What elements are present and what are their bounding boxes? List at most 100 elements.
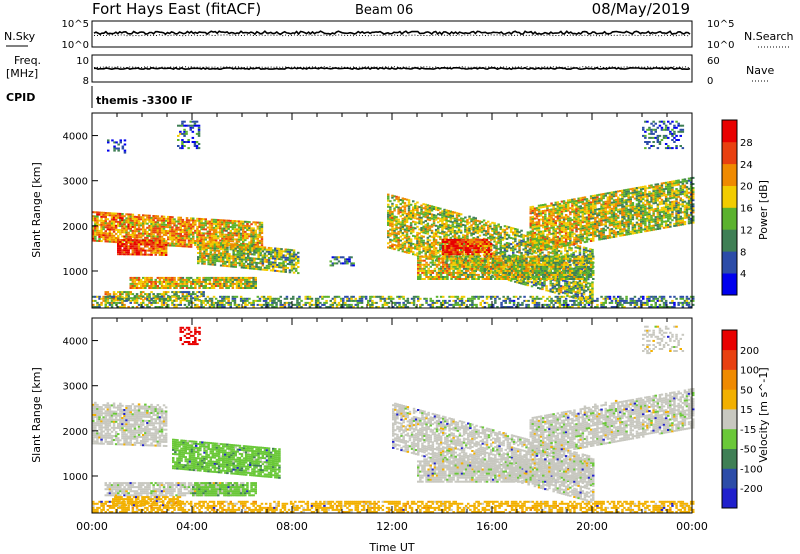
data-cell bbox=[227, 301, 230, 304]
data-cell bbox=[566, 262, 569, 265]
data-cell bbox=[412, 297, 416, 300]
data-cell bbox=[240, 260, 244, 263]
data-cell bbox=[409, 203, 413, 206]
data-cell bbox=[121, 231, 124, 234]
data-cell bbox=[419, 306, 422, 308]
data-cell bbox=[121, 213, 124, 215]
data-cell bbox=[460, 297, 464, 300]
data-cell bbox=[217, 282, 220, 285]
data-cell bbox=[135, 220, 139, 222]
data-cell bbox=[167, 295, 170, 298]
data-cell bbox=[422, 213, 425, 216]
data-cell bbox=[162, 297, 166, 300]
data-cell bbox=[244, 280, 247, 283]
data-cell bbox=[428, 208, 432, 211]
data-cell bbox=[505, 248, 509, 251]
data-cell bbox=[213, 241, 217, 244]
data-cell bbox=[198, 217, 201, 220]
data-cell bbox=[551, 260, 555, 263]
data-cell bbox=[158, 280, 162, 283]
data-cell bbox=[179, 230, 182, 233]
data-cell bbox=[422, 243, 425, 246]
data-cell bbox=[574, 274, 577, 277]
data-cell bbox=[117, 245, 120, 247]
data-cell bbox=[449, 214, 452, 217]
data-cell bbox=[572, 282, 575, 285]
data-cell bbox=[210, 247, 214, 250]
data-cell bbox=[117, 231, 120, 233]
data-cell bbox=[294, 269, 298, 272]
data-cell bbox=[150, 299, 153, 302]
data-cell bbox=[137, 303, 141, 306]
data-cell bbox=[471, 303, 474, 306]
data-cell bbox=[127, 241, 130, 244]
data-cell bbox=[252, 301, 255, 304]
data-cell bbox=[167, 236, 170, 239]
data-cell bbox=[171, 228, 174, 231]
data-cell bbox=[187, 241, 191, 244]
data-cell bbox=[158, 233, 162, 236]
data-cell bbox=[150, 285, 153, 287]
data-cell bbox=[194, 280, 197, 283]
data-cell bbox=[254, 276, 257, 279]
data-cell bbox=[391, 215, 394, 217]
data-cell bbox=[239, 242, 243, 245]
data-cell bbox=[503, 229, 507, 232]
data-cell bbox=[144, 230, 147, 233]
data-cell bbox=[499, 248, 502, 251]
data-cell bbox=[533, 306, 537, 308]
data-cell bbox=[144, 239, 147, 242]
data-cell bbox=[257, 266, 260, 269]
data-cell bbox=[505, 262, 509, 265]
data-cell bbox=[162, 249, 166, 252]
data-cell bbox=[260, 295, 264, 298]
data-cell bbox=[650, 303, 653, 306]
data-cell bbox=[262, 297, 266, 300]
data-cell bbox=[400, 306, 403, 308]
data-cell bbox=[377, 295, 380, 298]
data-cell bbox=[173, 224, 176, 227]
data-cell bbox=[501, 253, 505, 255]
data-cell bbox=[177, 295, 180, 298]
data-cell bbox=[405, 219, 409, 221]
data-cell bbox=[171, 301, 174, 304]
data-cell bbox=[557, 286, 561, 289]
data-cell bbox=[235, 295, 239, 298]
data-cell bbox=[394, 301, 397, 304]
data-cell bbox=[403, 234, 407, 237]
data-cell bbox=[202, 222, 205, 225]
data-cell bbox=[564, 272, 567, 274]
data-cell bbox=[112, 216, 116, 219]
data-cell bbox=[127, 293, 130, 296]
data-cell bbox=[256, 237, 260, 240]
data-cell bbox=[104, 293, 107, 296]
data-cell bbox=[557, 254, 561, 257]
data-cell bbox=[456, 295, 460, 298]
data-cell bbox=[210, 285, 214, 287]
data-cell bbox=[403, 206, 407, 209]
data-cell bbox=[650, 299, 653, 302]
data-cell bbox=[389, 244, 392, 247]
data-cell bbox=[621, 303, 624, 306]
data-cell bbox=[495, 229, 498, 231]
data-cell bbox=[600, 303, 603, 306]
data-cell bbox=[407, 245, 411, 248]
data-cell bbox=[125, 293, 128, 296]
data-cell bbox=[639, 306, 643, 308]
data-cell bbox=[217, 254, 221, 257]
data-cell bbox=[434, 249, 438, 252]
data-cell bbox=[524, 241, 527, 243]
data-cell bbox=[158, 219, 162, 222]
data-cell bbox=[333, 295, 337, 298]
data-cell bbox=[518, 235, 521, 238]
data-cell bbox=[445, 217, 448, 220]
data-cell bbox=[175, 287, 178, 289]
data-cell bbox=[187, 227, 191, 230]
data-cell bbox=[526, 243, 530, 246]
data-cell bbox=[280, 266, 283, 269]
data-cell bbox=[420, 216, 423, 219]
data-cell bbox=[173, 236, 176, 239]
data-cell bbox=[418, 232, 421, 235]
data-cell bbox=[416, 201, 419, 204]
data-cell bbox=[154, 239, 157, 242]
